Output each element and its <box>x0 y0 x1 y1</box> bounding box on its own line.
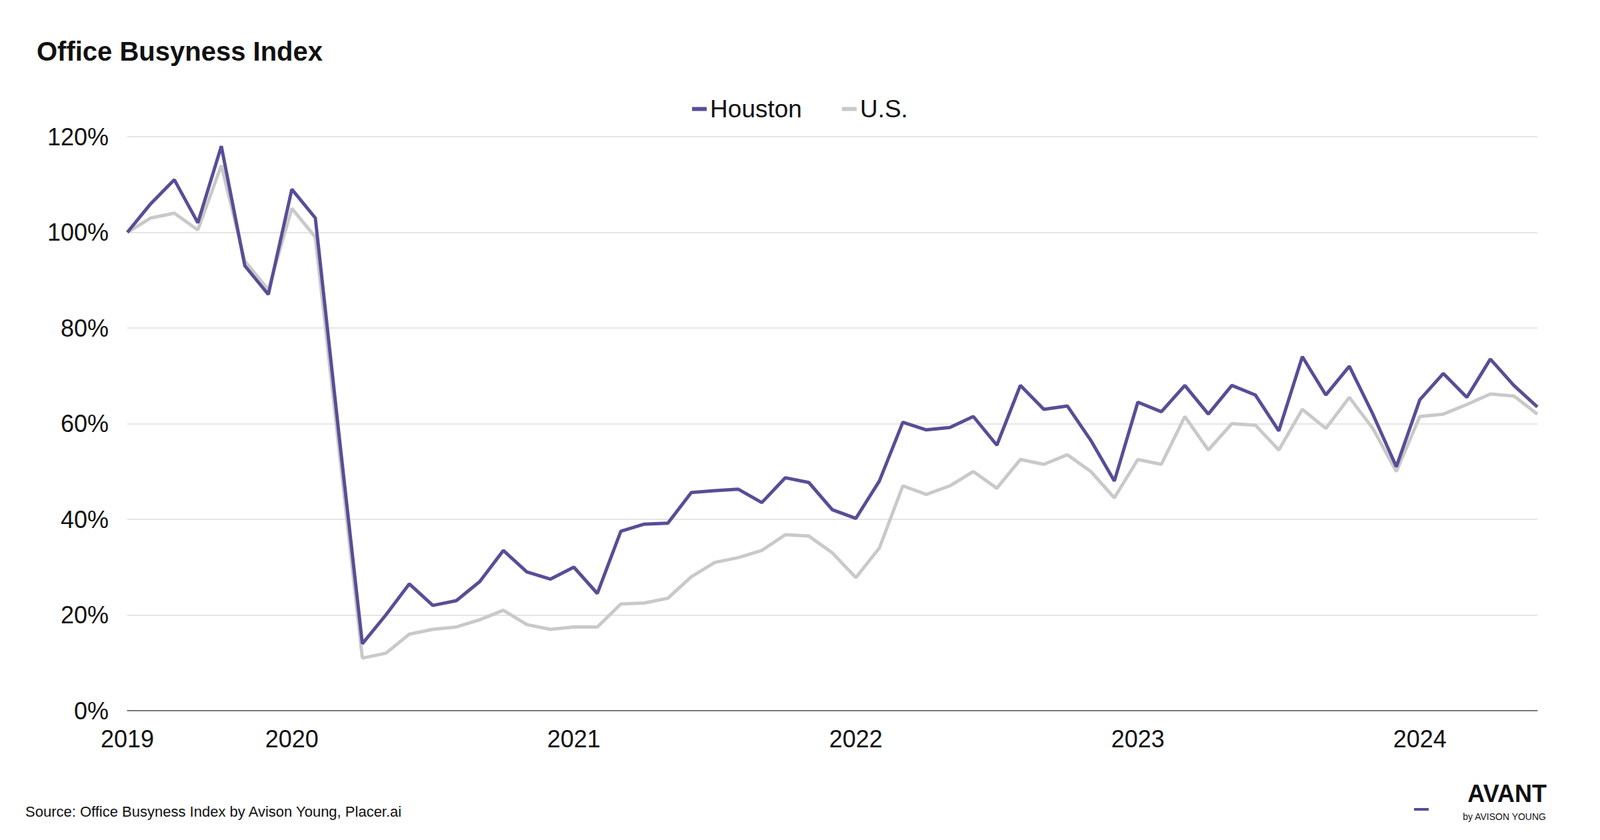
svg-text:2021: 2021 <box>547 725 601 753</box>
svg-text:40%: 40% <box>60 506 109 534</box>
svg-text:60%: 60% <box>60 410 109 438</box>
svg-text:0%: 0% <box>74 697 109 725</box>
svg-text:2019: 2019 <box>100 725 154 753</box>
svg-text:Office Busyness Index: Office Busyness Index <box>36 36 323 66</box>
svg-text:120%: 120% <box>47 123 109 151</box>
svg-text:80%: 80% <box>60 314 109 342</box>
svg-text:2023: 2023 <box>1111 725 1165 753</box>
svg-text:2022: 2022 <box>829 725 883 753</box>
svg-text:Source: Office Busyness Index: Source: Office Busyness Index by Avison … <box>25 803 402 820</box>
svg-text:20%: 20% <box>60 601 109 629</box>
svg-text:U.S.: U.S. <box>860 95 908 123</box>
svg-text:AVANT: AVANT <box>1467 780 1547 808</box>
svg-text:100%: 100% <box>47 218 109 246</box>
svg-text:by AVISON YOUNG: by AVISON YOUNG <box>1462 811 1546 822</box>
svg-text:Houston: Houston <box>710 95 802 123</box>
svg-text:2024: 2024 <box>1393 725 1447 753</box>
svg-text:2020: 2020 <box>265 725 319 753</box>
